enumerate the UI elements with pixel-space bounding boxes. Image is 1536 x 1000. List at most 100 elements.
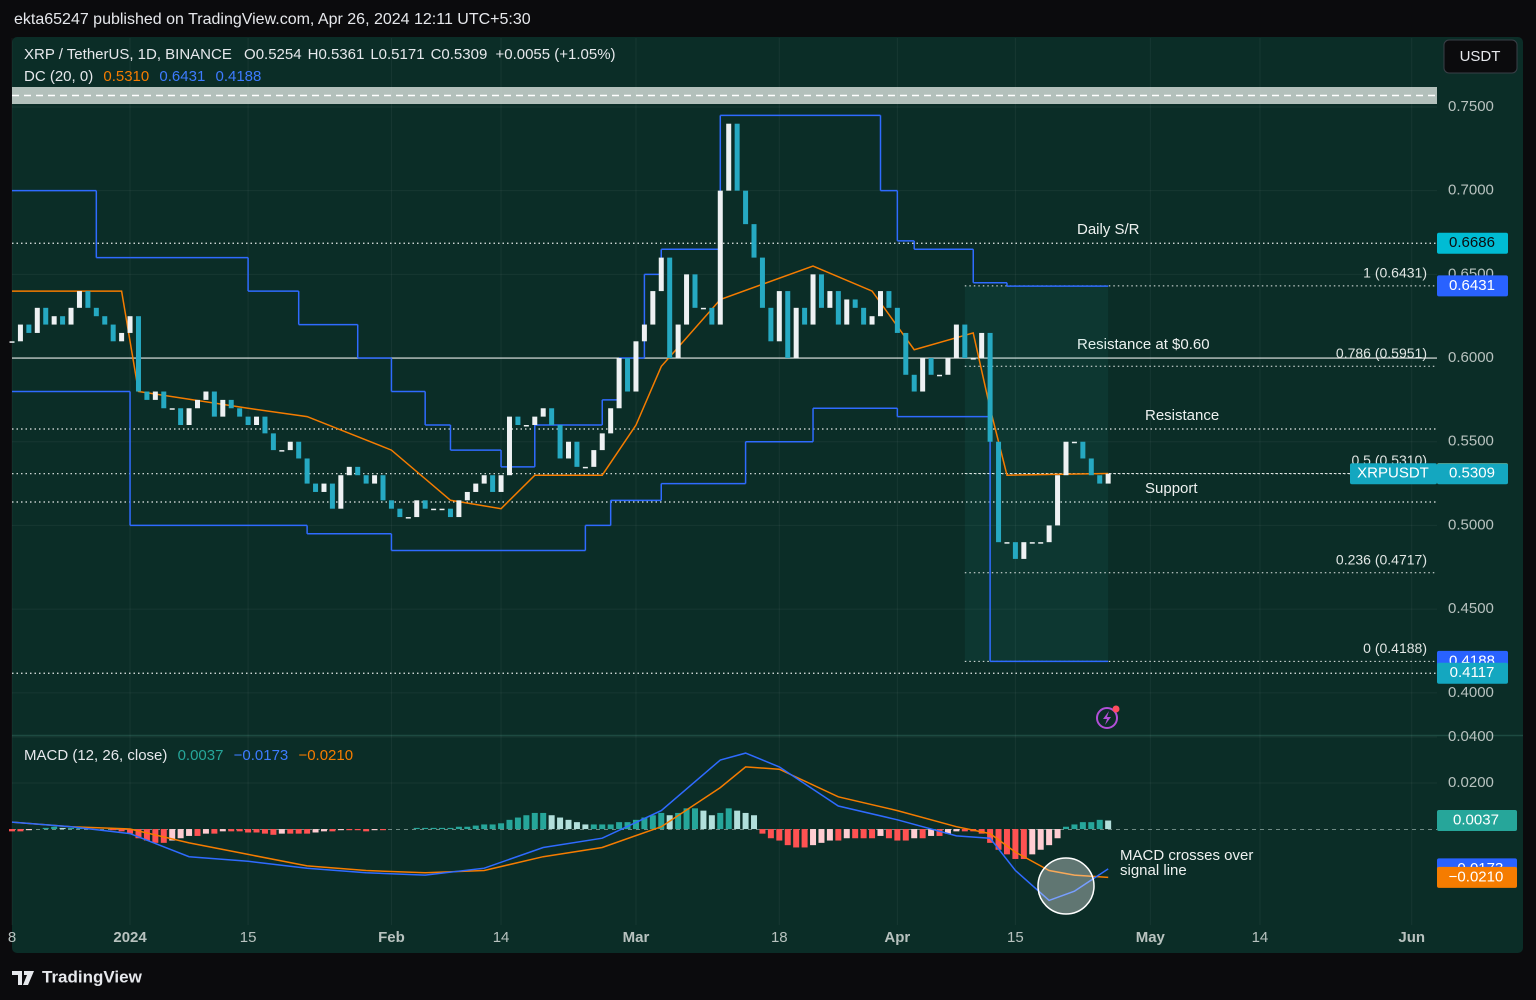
macd-histogram-bar — [759, 829, 766, 834]
macd-histogram-bar — [632, 819, 639, 830]
macd-histogram-bar — [616, 822, 623, 830]
candle — [987, 332, 993, 442]
candle — [270, 433, 276, 451]
price-badge — [1437, 662, 1508, 684]
dc-legend: DC (20, 0) 0.5310 0.6431 0.4188 — [24, 68, 261, 85]
candle — [1046, 525, 1052, 543]
candle — [321, 483, 327, 492]
macd-histogram-bar — [649, 815, 656, 830]
price-badge — [1437, 232, 1508, 254]
candle — [405, 517, 411, 519]
candle — [1105, 473, 1111, 484]
macd-histogram-bar — [270, 829, 277, 835]
macd-histogram-bar — [725, 808, 732, 830]
brand-name: TradingView — [42, 967, 143, 986]
macd-histogram-bar — [717, 812, 724, 830]
symbol-badge — [1350, 463, 1437, 485]
fib-label: 0.236 (0.4717) — [1336, 552, 1427, 568]
candle — [43, 307, 49, 325]
brand-mark — [12, 971, 34, 985]
candle — [372, 475, 378, 484]
macd-histogram-bar — [380, 829, 387, 831]
macd-histogram-bar — [852, 829, 859, 839]
x-tick-label: 2024 — [113, 929, 147, 946]
macd-histogram-bar — [801, 829, 808, 848]
macd-histogram-bar — [557, 817, 564, 830]
candle — [93, 307, 99, 317]
annotation-line-1: MACD crosses over — [1120, 847, 1253, 864]
macd-histogram-bar — [607, 824, 614, 830]
candle — [844, 299, 850, 325]
macd-histogram-bar — [430, 827, 437, 830]
macd-histogram-bar — [143, 829, 150, 841]
candle — [490, 475, 496, 492]
y-tick-label: 0.4500 — [1448, 600, 1494, 617]
candle — [1080, 441, 1086, 459]
macd-histogram-bar — [944, 829, 951, 834]
macd-histogram-bar — [506, 819, 513, 830]
candle — [557, 424, 563, 459]
candle — [152, 391, 158, 400]
level-label: Resistance — [1145, 407, 1219, 424]
macd-histogram-bar — [582, 824, 589, 830]
dc-label: DC (20, 0) — [24, 68, 93, 85]
candle — [363, 475, 369, 484]
chart-panel — [12, 37, 1523, 953]
candle — [1088, 458, 1094, 476]
macd-histogram-bar — [68, 827, 75, 830]
candle — [599, 433, 605, 451]
macd-badge-label: −0.0210 — [1449, 868, 1504, 885]
fib-label: 0 (0.4188) — [1363, 640, 1427, 656]
candle — [894, 307, 900, 333]
macd-histogram-bar — [42, 827, 49, 830]
candle — [439, 508, 445, 511]
macd-legend: MACD (12, 26, close) 0.0037 −0.0173 −0.0… — [24, 747, 353, 764]
macd-histogram-bar — [152, 829, 159, 843]
macd-histogram-bar — [17, 829, 24, 832]
candle — [60, 316, 66, 325]
macd-histogram-bar — [413, 827, 420, 830]
candle — [861, 307, 867, 325]
symbol-badge-label: XRPUSDT — [1357, 465, 1429, 482]
macd-badge — [1437, 866, 1517, 888]
candle — [203, 391, 209, 400]
macd-histogram-bar — [354, 829, 361, 831]
macd-histogram-bar — [936, 829, 943, 836]
y-tick-label: 0.7500 — [1448, 98, 1494, 115]
macd-histogram-bar — [110, 829, 117, 831]
macd-histogram-bar — [683, 808, 690, 830]
macd-histogram-bar — [751, 815, 758, 830]
currency-label[interactable]: USDT — [1460, 48, 1501, 65]
macd-area — [9, 752, 1112, 902]
candle — [1063, 441, 1069, 476]
candle — [388, 500, 394, 509]
candle — [625, 358, 631, 392]
macd-histogram-bar — [540, 812, 547, 830]
macd-histogram-bar — [1029, 829, 1036, 855]
macd-histogram-bar — [843, 829, 850, 839]
candle — [262, 416, 268, 434]
candle — [1055, 475, 1061, 526]
alert-ring — [1096, 707, 1118, 729]
macd-histogram-bar — [278, 829, 285, 834]
price-badge-label: 0.6431 — [1449, 277, 1495, 294]
macd-histogram-bar — [573, 822, 580, 830]
macd-histogram-bar — [489, 824, 496, 830]
publisher-line: ekta65247 published on TradingView.com, … — [14, 11, 531, 28]
macd-histogram-bar — [700, 810, 707, 830]
candle — [608, 408, 614, 434]
x-tick-label: 8 — [8, 929, 16, 946]
candle — [76, 291, 82, 308]
macd-histogram-bar — [169, 829, 176, 841]
candle — [515, 416, 521, 425]
currency-button[interactable] — [1443, 39, 1518, 74]
macd-histogram-bar — [860, 829, 867, 839]
macd-histogram-bar — [472, 825, 479, 830]
candle — [582, 466, 588, 469]
macd-histogram-bar — [987, 829, 994, 843]
candle — [675, 324, 681, 359]
macd-histogram-bar — [894, 829, 901, 841]
candle — [161, 391, 167, 409]
macd-histogram-bar — [826, 829, 833, 841]
candle — [692, 274, 698, 308]
